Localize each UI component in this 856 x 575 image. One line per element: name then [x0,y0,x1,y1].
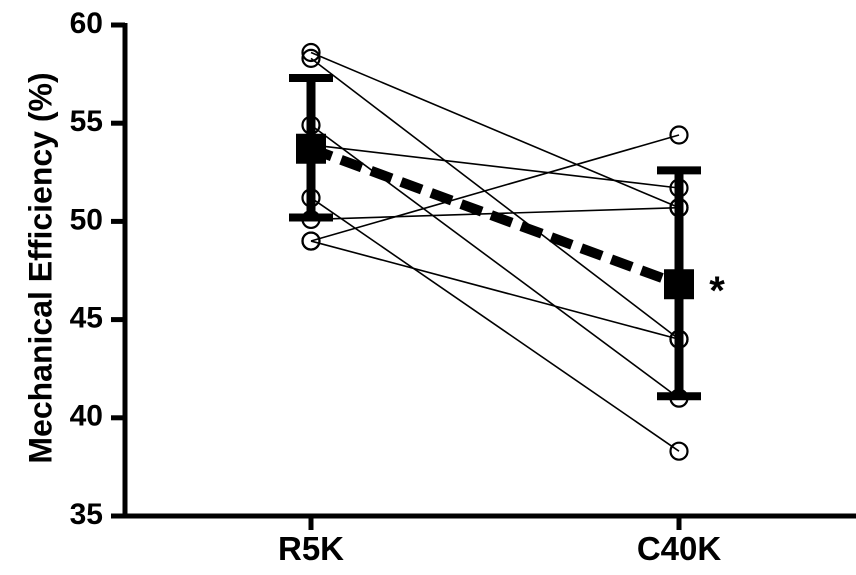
y-axis-label: Mechanical Efficiency (%) [22,72,58,463]
subject-point [301,42,321,63]
subject-line [310,51,680,209]
y-tick-label: 50 [70,203,103,236]
y-tick-label: 60 [70,7,103,40]
mean-marker [664,269,694,300]
individual-lines [301,42,689,461]
subject-series [301,188,689,461]
mean-line [309,144,681,289]
subject-line [310,240,680,341]
subject-line [310,144,680,189]
subject-point [301,231,321,251]
subject-series [301,42,689,218]
subject-series [301,48,689,349]
y-tick-label: 40 [70,400,103,433]
subject-point [301,48,321,68]
y-tick-label: 55 [70,105,103,138]
subject-line [310,197,680,452]
subject-line [310,57,680,340]
subject-series [301,231,689,349]
annotations: * [709,269,725,313]
y-tick-label: 35 [70,498,103,531]
x-ticks: R5K C40K [278,516,721,567]
y-ticks: 35 40 45 50 55 60 [70,7,125,531]
subject-line [310,134,680,242]
mean-marker [296,133,326,164]
y-tick-label: 45 [70,302,103,335]
significance-marker: * [709,269,725,313]
x-category-label: C40K [637,530,722,567]
axes [122,23,856,519]
subject-point [669,125,689,145]
mean-series [289,74,701,401]
x-category-label: R5K [278,530,344,567]
subject-point [669,441,689,461]
